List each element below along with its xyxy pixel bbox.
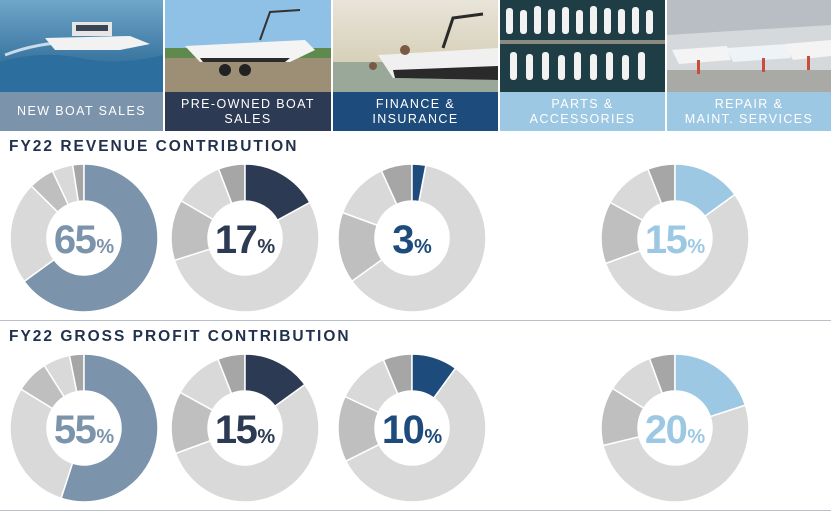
donut-hole — [639, 392, 711, 464]
donut-parts-service: 15% — [600, 163, 750, 313]
donut-hole — [376, 202, 448, 274]
donut-value-slice — [674, 353, 747, 418]
warehouse-photo — [667, 0, 831, 92]
bottom-divider — [0, 510, 831, 511]
new-boat-photo — [0, 0, 163, 92]
donut-hole — [639, 202, 711, 274]
donut-finance: 10% — [337, 353, 487, 503]
segment-new-boat-sales: NEW BOAT SALES — [0, 0, 163, 131]
donut-value-label: 55% — [54, 408, 115, 452]
donut-value-label: 15% — [215, 408, 276, 452]
donut-value-label: 17% — [215, 218, 276, 262]
segment-finance-insurance: FINANCE & INSURANCE — [333, 0, 498, 131]
donut-value-slice — [23, 163, 159, 313]
donut-value-slice — [411, 353, 457, 400]
revenue-donut-charts: 65% 17% 3% 15% — [0, 158, 831, 318]
donut-hole — [48, 202, 120, 274]
segment-pre-owned-boat-sales: PRE-OWNED BOAT SALES — [165, 0, 331, 131]
donut-value-slice — [60, 353, 159, 503]
revenue-section-title: FY22 REVENUE CONTRIBUTION — [9, 138, 299, 155]
donut-finance: 3% — [337, 163, 487, 313]
donut-value-slice — [244, 163, 311, 222]
donut-other-slice — [174, 383, 320, 503]
segment-parts-accessories: PARTS & ACCESSORIES — [500, 0, 665, 131]
donut-new: 65% — [9, 163, 159, 313]
donut-other-slice — [604, 193, 750, 313]
finance-boat-photo — [333, 0, 498, 92]
marina-photo — [500, 0, 665, 92]
donut-value-label: 20% — [645, 408, 706, 452]
donut-new: 55% — [9, 353, 159, 503]
donut-pre-owned: 17% — [170, 163, 320, 313]
donut-other-slice — [350, 164, 487, 313]
donut-hole — [48, 392, 120, 464]
donut-other-slice — [173, 201, 320, 313]
donut-hole — [209, 202, 281, 274]
donut-row-svg: 55% 15% 10% 20% — [9, 353, 750, 503]
donut-hole — [209, 392, 281, 464]
donut-hole — [376, 392, 448, 464]
gross-profit-donut-charts: 55% 15% 10% 20% — [0, 348, 831, 508]
donut-pre-owned: 15% — [170, 353, 320, 503]
donut-parts-service: 20% — [600, 353, 750, 503]
section-divider — [0, 320, 831, 321]
donut-value-slice — [674, 163, 736, 218]
donut-other-slice — [344, 367, 487, 503]
donut-value-label: 3% — [392, 218, 432, 262]
donut-value-label: 10% — [382, 408, 443, 452]
donut-value-slice — [244, 353, 306, 408]
profit-section-title: FY22 GROSS PROFIT CONTRIBUTION — [9, 328, 351, 345]
donut-value-slice — [411, 163, 427, 203]
segment-repair-maint-services: REPAIR & MAINT. SERVICES — [667, 0, 831, 131]
donut-row-svg: 65% 17% 3% 15% — [9, 163, 750, 313]
segment-label: REPAIR & MAINT. SERVICES — [667, 92, 831, 131]
pre-owned-boat-photo — [165, 0, 331, 92]
segment-header: NEW BOAT SALES PRE-OWNED BOAT SALES FINA… — [0, 0, 831, 131]
donut-value-label: 65% — [54, 218, 115, 262]
segment-label: NEW BOAT SALES — [0, 92, 163, 131]
segment-label: PARTS & ACCESSORIES — [500, 92, 665, 131]
donut-other-slice — [602, 404, 750, 503]
segment-label: FINANCE & INSURANCE — [333, 92, 498, 131]
segment-label: PRE-OWNED BOAT SALES — [165, 92, 331, 131]
donut-value-label: 15% — [645, 218, 706, 262]
donut-other-slice — [9, 388, 74, 500]
